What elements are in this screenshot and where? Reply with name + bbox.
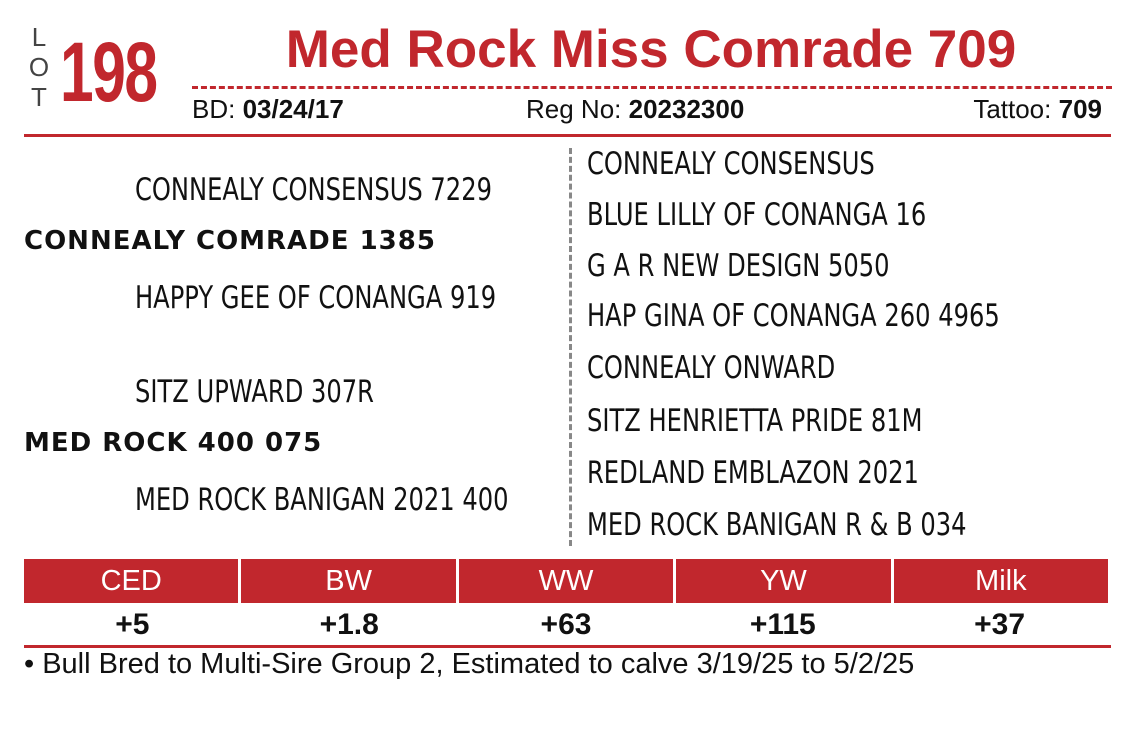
title-dashed-divider <box>192 86 1112 89</box>
epd-value-ww: +63 <box>540 608 592 641</box>
breeding-note: • Bull Bred to Multi-Sire Group 2, Estim… <box>24 648 915 680</box>
birth-date-value: 03/24/17 <box>242 94 344 124</box>
epd-bottom-rule <box>24 645 1111 648</box>
dam-sire: SITZ UPWARD 307R <box>135 374 374 410</box>
reg-value: 20232300 <box>628 94 745 124</box>
birth-date: BD: 03/24/17 <box>192 94 344 125</box>
epd-value-ced: +5 <box>115 608 150 641</box>
epd-header-milk: Milk <box>975 565 1027 597</box>
great-grandparent: G A R NEW DESIGN 5050 <box>587 248 890 284</box>
reg-label: Reg No: <box>526 94 622 124</box>
birth-date-label: BD: <box>192 94 236 124</box>
tattoo: Tattoo: 709 <box>973 94 1102 125</box>
great-grandparent: CONNEALY ONWARD <box>587 350 836 386</box>
epd-value-milk: +37 <box>974 608 1026 641</box>
header-rule <box>24 134 1111 137</box>
epd-header-ww: WW <box>459 559 677 603</box>
lot-letter-l: L <box>31 22 47 52</box>
great-grandparent: SITZ HENRIETTA PRIDE 81M <box>587 403 923 439</box>
tattoo-label: Tattoo: <box>973 94 1052 124</box>
sire-dam: HAPPY GEE OF CONANGA 919 <box>135 280 497 316</box>
registration-number: Reg No: 20232300 <box>526 94 744 125</box>
animal-name-title: Med Rock Miss Comrade 709 <box>285 20 1017 79</box>
epd-value-bw: +1.8 <box>319 608 379 641</box>
epd-header-row: CED BW WW YW Milk <box>24 559 1108 603</box>
epd-value-row: +5 +1.8 +63 +115 +37 <box>24 604 1108 646</box>
lot-number: 198 <box>60 25 158 119</box>
sire: CONNEALY COMRADE 1385 <box>24 226 436 256</box>
great-grandparent: HAP GINA OF CONANGA 260 4965 <box>587 298 1000 334</box>
epd-header-yw: YW <box>676 559 894 603</box>
great-grandparent: REDLAND EMBLAZON 2021 <box>587 455 919 491</box>
dam: MED ROCK 400 075 <box>24 428 323 458</box>
lot-letter-t: T <box>31 82 47 112</box>
epd-header-bw: BW <box>241 559 459 603</box>
lot-label: L O T <box>28 22 50 112</box>
sire-sire: CONNEALY CONSENSUS 7229 <box>135 172 492 208</box>
dam-dam: MED ROCK BANIGAN 2021 400 <box>135 482 509 518</box>
epd-header-ced: CED <box>24 559 242 603</box>
lot-letter-o: O <box>28 52 50 82</box>
tattoo-value: 709 <box>1058 94 1102 124</box>
epd-value-yw: +115 <box>749 608 816 641</box>
great-grandparent: CONNEALY CONSENSUS <box>587 146 875 182</box>
pedigree-divider <box>569 148 572 546</box>
great-grandparent: BLUE LILLY OF CONANGA 16 <box>587 197 927 233</box>
great-grandparent: MED ROCK BANIGAN R & B 034 <box>587 507 967 543</box>
